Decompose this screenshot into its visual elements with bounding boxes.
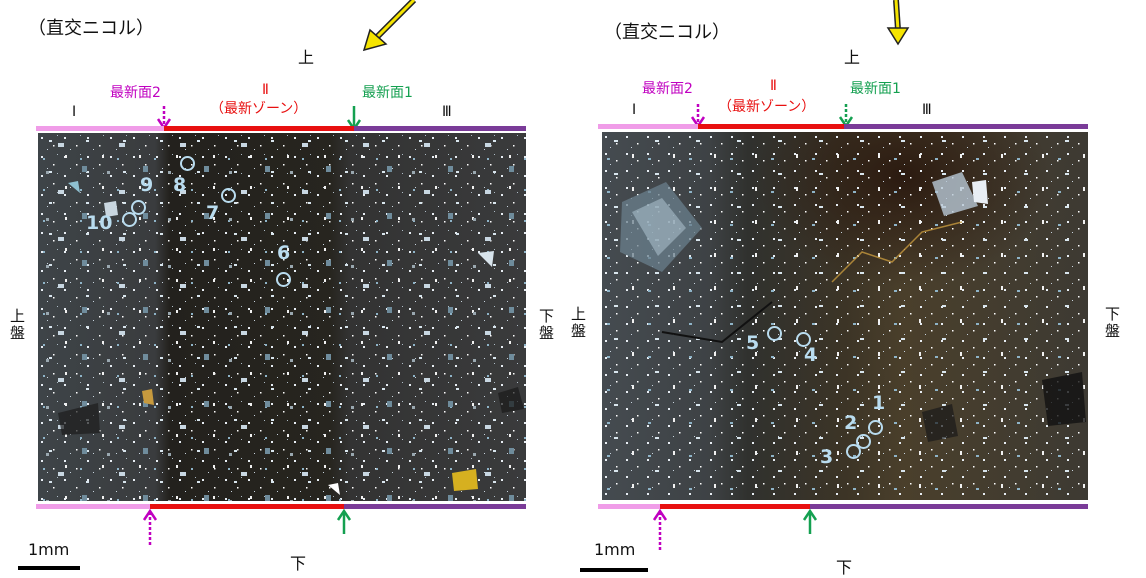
zone1-bar <box>598 124 698 129</box>
nicol-caption: （直交ニコル） <box>28 18 154 39</box>
zone2-bar <box>698 124 844 129</box>
point-marker-8 <box>180 156 195 171</box>
point-label-7: 7 <box>206 202 220 224</box>
right-panel: （直交ニコル） 上 最新面2 Ⅱ （最新ゾーン） 最新面1 Ⅰ Ⅲ <box>560 0 1121 577</box>
point-label-1: 1 <box>872 392 886 414</box>
surface1-label: 最新面1 <box>362 85 413 101</box>
point-marker-5 <box>767 326 782 341</box>
zone2-bar <box>164 126 354 131</box>
zone2-sub-label: （最新ゾーン） <box>210 101 308 117</box>
zone2-sub-label: （最新ゾーン） <box>718 99 816 115</box>
left-panel: （直交ニコル） 上 最新面2 Ⅱ （最新ゾーン） 最新面1 Ⅰ Ⅲ <box>0 0 560 573</box>
zone2-label: Ⅱ <box>262 82 269 98</box>
lower-plate-label: 下盤 <box>537 308 555 342</box>
point-label-10: 10 <box>86 212 113 234</box>
point-marker-6 <box>276 272 291 287</box>
point-marker-9 <box>131 200 146 215</box>
scale-label: 1mm <box>28 540 70 559</box>
upper-plate-label: 上盤 <box>8 308 26 342</box>
micrograph-image <box>38 133 526 501</box>
point-label-6: 6 <box>277 242 291 264</box>
zone3-bottom-bar <box>344 504 526 509</box>
point-marker-2 <box>856 434 871 449</box>
zone3-bar <box>354 126 526 131</box>
zone1-bar <box>36 126 164 131</box>
zone2-bottom-bar <box>150 504 344 509</box>
point-marker-3 <box>846 444 861 459</box>
scale-bar <box>18 566 80 570</box>
surface1-label: 最新面1 <box>850 81 901 97</box>
top-label: 上 <box>844 48 861 67</box>
lower-plate-label: 下盤 <box>1103 306 1121 340</box>
pointer-arrow-icon <box>886 0 910 46</box>
zone1-label: Ⅰ <box>72 104 77 120</box>
zone1-label: Ⅰ <box>632 102 637 118</box>
point-marker-10 <box>122 212 137 227</box>
nicol-caption: （直交ニコル） <box>604 22 730 43</box>
point-marker-1 <box>868 420 883 435</box>
point-label-5: 5 <box>746 332 760 354</box>
upper-plate-label: 上盤 <box>569 306 587 340</box>
scale-label: 1mm <box>594 540 636 559</box>
zone1-bottom-bar <box>36 504 150 509</box>
point-label-3: 3 <box>820 446 834 468</box>
surface2-bottom-arrow-icon <box>652 508 668 550</box>
top-label: 上 <box>298 48 315 67</box>
zone3-bottom-bar <box>810 504 1088 509</box>
zone3-label: Ⅲ <box>442 104 452 120</box>
surface2-label: 最新面2 <box>642 81 693 97</box>
scale-bar <box>580 568 648 572</box>
bottom-label: 下 <box>836 558 853 577</box>
point-label-4: 4 <box>804 344 818 366</box>
point-label-2: 2 <box>844 412 858 434</box>
zone2-label: Ⅱ <box>770 78 777 94</box>
surface1-bottom-arrow-icon <box>336 508 352 534</box>
bottom-label: 下 <box>290 554 307 573</box>
surface1-bottom-arrow-icon <box>802 508 818 534</box>
point-label-8: 8 <box>173 174 187 196</box>
zone1-bottom-bar <box>598 504 660 509</box>
pointer-arrow-icon <box>362 0 417 52</box>
zone3-label: Ⅲ <box>922 102 932 118</box>
zone2-bottom-bar <box>660 504 810 509</box>
zone3-bar <box>844 124 1088 129</box>
surface2-bottom-arrow-icon <box>142 508 158 546</box>
point-marker-7 <box>221 188 236 203</box>
surface2-label: 最新面2 <box>110 85 161 101</box>
micrograph-image <box>602 132 1088 500</box>
point-marker-4 <box>796 332 811 347</box>
point-label-9: 9 <box>140 174 154 196</box>
